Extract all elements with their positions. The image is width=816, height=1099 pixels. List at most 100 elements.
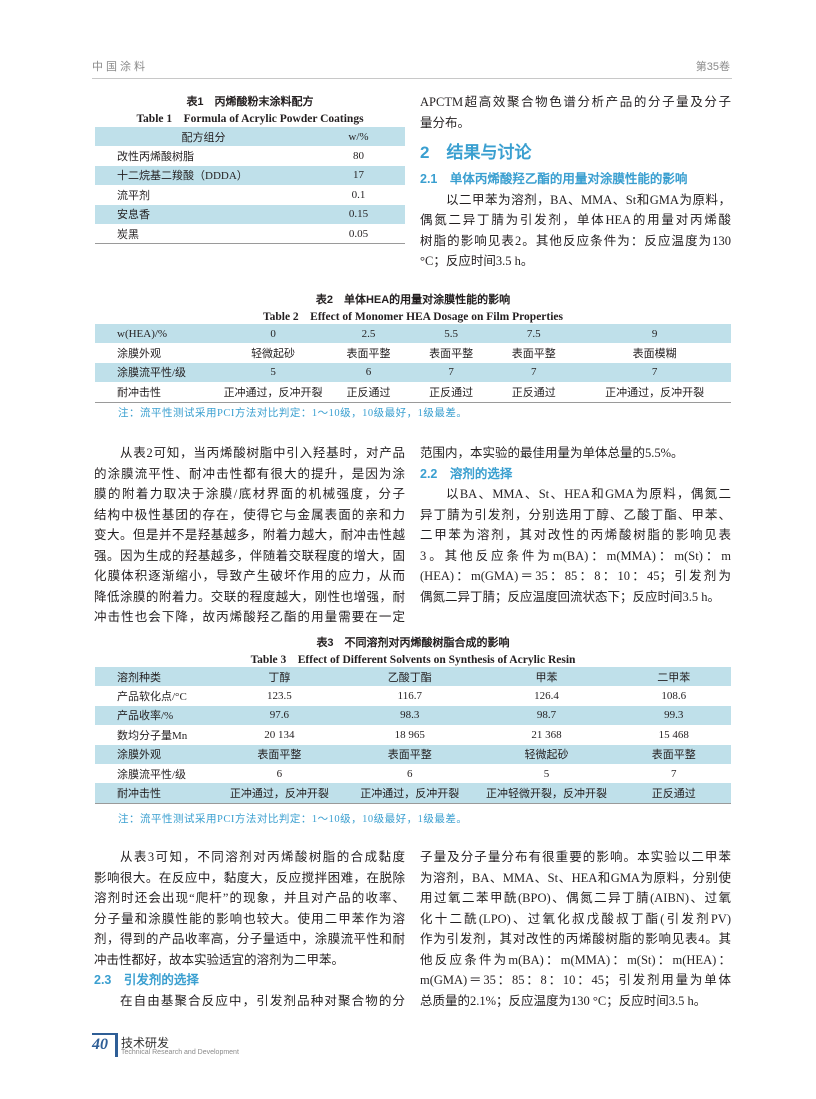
paragraph: 以BA、MMA、St、HEA和GMA为原料，偶氮二异丁腈为引发剂，分别选用丁醇、…: [420, 484, 731, 607]
table3-title-cn: 表3 不同溶剂对丙烯酸树脂合成的影响: [316, 637, 510, 649]
table-cell: 耐冲击性: [95, 382, 223, 403]
text-line: 异丁腈为引发剂，分别选用丁醇、乙酸丁酯、甲苯、: [420, 507, 731, 522]
text-line: 从表3可知，不同溶剂对丙烯酸树脂的合成黏度: [120, 850, 405, 864]
table-cell: w/%: [312, 127, 405, 147]
text-line: 膜的附着力取决于涂膜/底材界面的机械强度，分子: [94, 487, 405, 501]
table-row: 产品软化点/°C 123.5 116.7 126.4 108.6: [95, 686, 731, 705]
mid-left-column: 从表2可知，当丙烯酸树脂中引入羟基时，对产品的涂膜流平性、耐冲击性都有很大的提升…: [94, 443, 405, 628]
table-cell: 98.3: [343, 705, 477, 726]
table-row: 涂膜流平性/级 6 6 5 7: [95, 764, 731, 783]
text-line: 溶剂时还会出现“爬杆”的现象，并且对产品的收率、: [94, 891, 405, 905]
text-line: 的涂膜流平性、耐冲击性都有很大的提升，是因为涂: [94, 466, 405, 481]
section-heading-2-2: 2.2 溶剂的选择: [420, 466, 513, 481]
table-cell: 二甲苯: [616, 667, 731, 687]
table-row: 涂膜外观 轻微起砂 表面平整 表面平整 表面平整 表面模糊: [95, 343, 731, 362]
table-cell: 产品软化点/°C: [117, 691, 187, 704]
footer-bar: [115, 1033, 118, 1057]
table-cell: 正反通过: [412, 382, 490, 403]
section-heading-2: 2 结果与讨论: [420, 143, 532, 162]
table-cell: 0.1: [351, 188, 366, 201]
text-line: 以BA、MMA、St、HEA和GMA为原料，偶氮二: [446, 487, 731, 501]
table-cell: 轻微起砂: [251, 348, 296, 361]
table-cell: 甲苯: [476, 667, 617, 687]
table-row: 炭黑 0.05: [95, 223, 405, 245]
table-row: 耐冲击性 正冲通过，反冲开裂 正反通过 正反通过 正反通过 正冲通过，反冲开裂: [95, 382, 731, 403]
table-cell: 7.5: [489, 324, 579, 344]
table-cell: 轻微起砂: [476, 744, 617, 764]
table-cell: 0.15: [312, 204, 405, 224]
table-cell: 表面平整: [429, 348, 474, 361]
table2-note: 注：流平性测试采用PCI方法对比判定：1～10级，10级最好，1级最差。: [118, 408, 468, 419]
text-line: 用过氧二苯甲酰(BPO)、偶氮二异丁腈(AIBN)、过氧: [420, 891, 731, 905]
paragraph: 范围内，本实验的最佳用量为单体总量的5.5%。: [420, 443, 731, 464]
paragraph: APCTM超高效聚合物色谱分析产品的分子量及分子 量分布。: [420, 92, 731, 133]
table-header-row: 溶剂种类 丁醇 乙酸丁酯 甲苯 二甲苯: [95, 667, 731, 687]
table-cell: 6: [407, 767, 413, 780]
table-cell: 正冲通过，反冲开裂: [222, 382, 324, 403]
text-line: 树脂的影响见表2。其他反应条件为：反应温度为130: [420, 233, 731, 248]
text-line: 总质量的2.1%；反应温度为130 °C；反应时间3.5 h。: [420, 993, 707, 1008]
page-number: 40: [92, 1036, 108, 1053]
text-line: 子量及分子量分布有很重要的影响。本实验以二甲苯: [420, 850, 731, 864]
table-row: 安息香 0.15: [95, 204, 405, 224]
table-cell: 正反通过: [323, 382, 413, 403]
paragraph: 以二甲苯为溶剂，BA、MMA、St和GMA为原料， 偶氮二异丁腈为引发剂，单体HE…: [420, 190, 731, 272]
table-cell: 17: [312, 165, 405, 186]
table-cell: 配方组分: [95, 127, 312, 147]
text-line: 为溶剂，BA、MMA、St、HEA和GMA为原料，分别使: [420, 870, 731, 885]
table3: 溶剂种类 丁醇 乙酸丁酯 甲苯 二甲苯 产品软化点/°C 123.5 116.7 126.4 10…: [95, 667, 731, 804]
text-line: 从表2可知，当丙烯酸树脂中引入羟基时，对产品: [120, 446, 405, 460]
table-cell: 7: [489, 362, 579, 383]
text-line: 剂，得到的产品收率高，分子量适中，涂膜流平性和耐: [94, 932, 405, 946]
table-row: 产品收率/% 97.6 98.3 98.7 99.3: [95, 705, 731, 726]
table-cell: w(HEA)/%: [95, 324, 223, 344]
table-cell: 116.7: [397, 690, 422, 703]
text-line: 冲击性也会下降，故丙烯酸羟乙酯的用量需要在一定: [94, 610, 405, 624]
text-line: 3。其他反应条件为m(BA)：m(MMA)：m(St)：m: [420, 548, 731, 563]
text-line: °C；反应时间3.5 h。: [420, 254, 534, 268]
table2-title-cn: 表2 单体HEA的用量对涂膜性能的影响: [315, 294, 511, 306]
table-cell: 123.5: [267, 690, 292, 703]
text-line: (HEA)：m(GMA)＝35：85：8：10：45；引发剂为: [420, 569, 731, 583]
table-cell: 6: [323, 362, 413, 383]
table-cell: 涂膜外观: [95, 744, 216, 764]
text-line: 偶氮二异丁腈为引发剂，单体HEA的用量对丙烯酸: [420, 213, 731, 227]
text-line: m(GMA)＝35：85：8：10：45；引发剂用量为单体: [420, 973, 731, 987]
table1: 配方组分 w/% 改性丙烯酸树脂 80 十二烷基二羧酸（DDDA） 17 流平剂 0.1 安息香…: [95, 127, 405, 245]
table-cell: 涂膜外观: [117, 348, 161, 361]
table3-note: 注：流平性测试采用PCI方法对比判定：1～10级，10级最好，1级最差。: [118, 814, 468, 825]
text-line: 以二甲苯为溶剂，BA、MMA、St和GMA为原料，: [446, 192, 731, 207]
bottom-right-column: 子量及分子量分布有很重要的影响。本实验以二甲苯 为溶剂，BA、MMA、St、HEA…: [420, 847, 731, 1011]
table-cell: 流平剂: [117, 189, 150, 202]
table-cell: 丁醇: [215, 667, 344, 687]
table-row: 流平剂 0.1: [95, 185, 405, 204]
text-line: 结构中极性基团的存在，使得它与金属表面的亲和力: [94, 507, 405, 522]
table-cell: 溶剂种类: [95, 667, 216, 687]
text-line: 在自由基聚合反应中，引发剂品种对聚合物的分: [120, 993, 405, 1008]
table-row: 涂膜流平性/级 5 6 7 7 7: [95, 362, 731, 383]
text-line: 偶氮二异丁腈；反应温度回流状态下；反应时间3.5 h。: [420, 589, 721, 604]
table-cell: 正反通过: [489, 382, 579, 403]
table-cell: 表面平整: [346, 348, 391, 361]
table1-title-cn: 表1 丙烯酸粉末涂料配方: [186, 96, 314, 108]
table-cell: 数均分子量Mn: [117, 729, 188, 742]
table-header-row: 配方组分 w/%: [95, 127, 405, 147]
table-cell: 2.5: [323, 324, 413, 344]
table-cell: 正冲通过，反冲开裂: [343, 783, 477, 804]
table-cell: 9: [578, 324, 731, 344]
text-line: APCTM超高效聚合物色谱分析产品的分子量及分子: [420, 95, 731, 109]
paragraph: 在自由基聚合反应中，引发剂品种对聚合物的分: [94, 991, 405, 1012]
text-line: 分子量和涂膜性能的影响也较大。使用二甲苯作为溶: [94, 911, 405, 926]
table-cell: 5.5: [412, 324, 490, 344]
table2-title-en: Table 2 Effect of Monomer HEA Dosage on …: [262, 311, 564, 323]
text-line: 范围内，本实验的最佳用量为单体总量的5.5%。: [420, 446, 684, 460]
table-header-row: w(HEA)/% 0 2.5 5.5 7.5 9: [95, 324, 731, 344]
footer-rule: [92, 1033, 116, 1035]
table-cell: 20 134: [264, 728, 295, 741]
text-line: 影响很大。在反应中，黏度大，反应搅拌困难，在脱除: [94, 870, 405, 885]
table-cell: 0.05: [312, 223, 405, 245]
table-cell: 正冲通过，反冲开裂: [578, 382, 731, 403]
mid-right-column: 范围内，本实验的最佳用量为单体总量的5.5%。 2.2 溶剂的选择 以BA、MM…: [420, 443, 731, 607]
table-cell: 7: [578, 362, 731, 383]
table2: w(HEA)/% 0 2.5 5.5 7.5 9 涂膜外观 轻微起砂 表面平整 表面平整 表面平整 表…: [95, 324, 731, 403]
